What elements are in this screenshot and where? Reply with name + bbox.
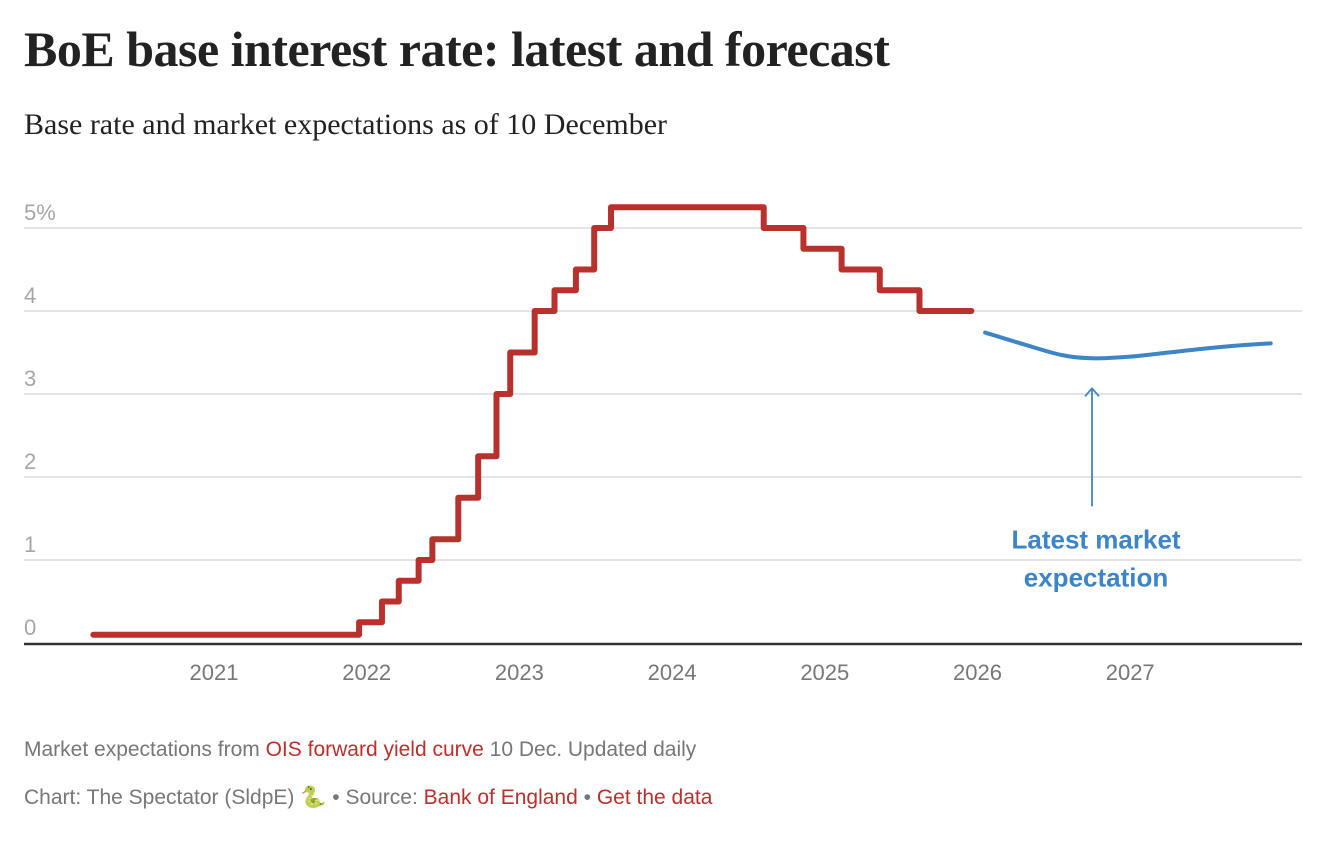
chart-svg: 0 1 2 3 4 5% 2021 2022 2023 2024 2025 2026 2027 Lat… (24, 200, 1302, 685)
x-tick-label: 2024 (648, 660, 697, 685)
x-tick-label: 2027 (1106, 660, 1155, 685)
x-tick-label: 2022 (342, 660, 391, 685)
source-label: Source: (345, 786, 424, 809)
note-suffix: 10 Dec. Updated daily (483, 738, 697, 761)
x-tick-label: 2021 (190, 660, 239, 685)
chart-title: BoE base interest rate: latest and forec… (24, 21, 890, 77)
market-expectation-line (983, 330, 1273, 361)
note-prefix: Market expectations from (24, 738, 266, 761)
y-tick-label: 5% (24, 200, 56, 225)
chart-subtitle: Base rate and market expectations as of … (24, 108, 668, 141)
x-tick-label: 2026 (953, 660, 1002, 685)
base-rate-line (90, 204, 975, 638)
y-tick-label: 4 (24, 283, 36, 308)
snake-icon: 🐍 (300, 786, 327, 809)
x-axis-ticks: 2021 2022 2023 2024 2025 2026 2027 (190, 660, 1155, 685)
y-axis-ticks: 0 1 2 3 4 5% (24, 200, 56, 640)
y-tick-label: 1 (24, 532, 36, 557)
gridlines (24, 227, 1302, 561)
credit-prefix: Chart: The Spectator (SldpE) (24, 786, 301, 809)
annotation-label-line2: expectation (1024, 562, 1169, 592)
y-tick-label: 2 (24, 449, 36, 474)
get-data-link[interactable]: Get the data (596, 786, 713, 809)
ois-curve-link[interactable]: OIS forward yield curve (265, 738, 484, 761)
x-tick-label: 2025 (800, 660, 849, 685)
source-link[interactable]: Bank of England (423, 786, 578, 809)
separator: • (326, 786, 346, 809)
footer-credit: Chart: The Spectator (SldpE) 🐍 • Source:… (24, 786, 712, 810)
series-group (90, 204, 1273, 638)
annotation-label-line1: Latest market (1011, 524, 1180, 554)
annotation-group: Latest market expectation (1011, 386, 1181, 592)
footer-note: Market expectations from OIS forward yie… (24, 738, 696, 762)
y-tick-label: 3 (24, 366, 36, 391)
separator: • (577, 786, 597, 809)
y-tick-label: 0 (24, 615, 36, 640)
x-tick-label: 2023 (495, 660, 544, 685)
arrow-up-icon (1084, 386, 1100, 397)
